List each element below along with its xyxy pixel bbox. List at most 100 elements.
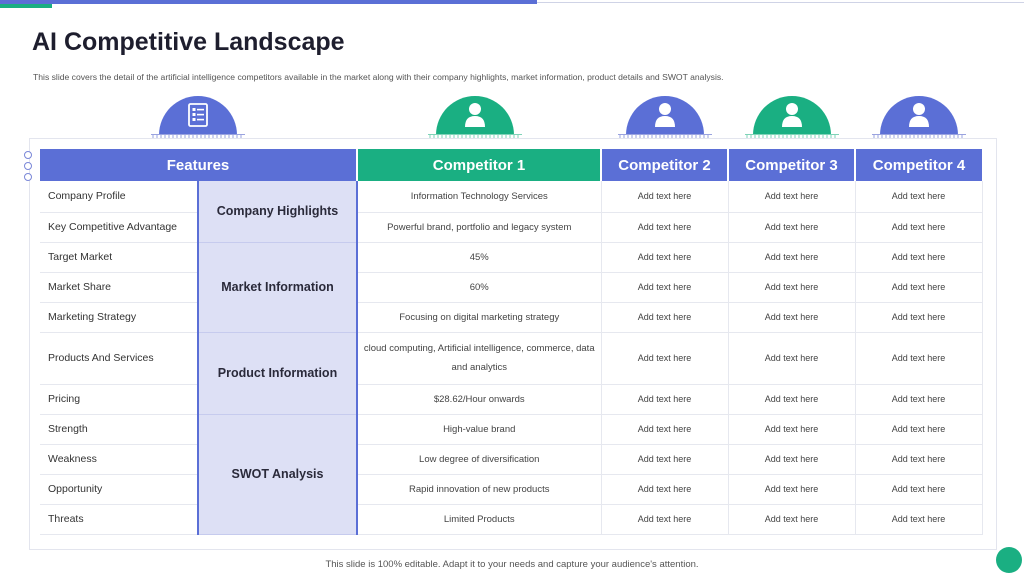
category-market-information: Market Information <box>197 242 358 333</box>
slide-footer-note: This slide is 100% editable. Adapt it to… <box>325 559 699 570</box>
top-accent-bar <box>0 0 537 4</box>
competitor-3-badge <box>753 96 831 135</box>
competitor-1-cell: cloud computing, Artificial intelligence… <box>357 332 602 385</box>
feature-label: Pricing <box>40 384 198 415</box>
competitor-1-cell: Information Technology Services <box>357 181 602 213</box>
user-icon <box>909 103 929 127</box>
competitor-1-cell: 45% <box>357 242 602 273</box>
competitor-2-cell: Add text here <box>601 384 729 415</box>
table-row: Market Share 60% Add text here Add text … <box>40 272 983 303</box>
competitor-4-cell: Add text here <box>855 302 983 333</box>
competitor-1-badge-ticks <box>428 134 522 140</box>
category-product-information: Product Information <box>197 332 358 415</box>
competitor-3-cell: Add text here <box>728 302 856 333</box>
corner-accent-dot <box>996 547 1022 573</box>
competitor-4-cell: Add text here <box>855 474 983 505</box>
table-row: Opportunity Rapid innovation of new prod… <box>40 474 983 505</box>
table-row: Company Profile Company Highlights Infor… <box>40 181 983 243</box>
competitor-3-cell: Add text here <box>728 474 856 505</box>
competitor-4-cell: Add text here <box>855 332 983 385</box>
competitor-4-cell: Add text here <box>855 272 983 303</box>
competitor-3-cell: Add text here <box>728 414 856 445</box>
table-row: Threats Limited Products Add text here A… <box>40 504 983 535</box>
competitor-4-cell: Add text here <box>855 444 983 475</box>
table-header-row: Features Competitor 1 Competitor 2 Compe… <box>40 149 982 181</box>
header-competitor-4: Competitor 4 <box>855 149 982 181</box>
feature-label: Threats <box>40 504 198 535</box>
checklist-icon <box>188 103 208 127</box>
competitor-1-cell: Focusing on digital marketing strategy <box>357 302 602 333</box>
competitor-2-cell: Add text here <box>601 242 729 273</box>
competitor-1-cell: Low degree of diversification <box>357 444 602 475</box>
features-badge <box>159 96 237 135</box>
category-swot-analysis: SWOT Analysis <box>197 414 358 535</box>
table-row: Strength SWOT Analysis High-value brand … <box>40 414 983 535</box>
competitor-4-cell: Add text here <box>855 414 983 445</box>
competitor-3-cell: Add text here <box>728 212 856 243</box>
competitor-4-cell: Add text here <box>855 384 983 415</box>
competitor-1-cell: High-value brand <box>357 414 602 445</box>
competitor-3-cell: Add text here <box>728 272 856 303</box>
table-row: Pricing $28.62/Hour onwards Add text her… <box>40 384 983 415</box>
competitor-4-cell: Add text here <box>855 504 983 535</box>
competitor-1-badge <box>436 96 514 135</box>
competitor-2-cell: Add text here <box>601 181 729 213</box>
competitor-2-cell: Add text here <box>601 272 729 303</box>
competitor-2-cell: Add text here <box>601 332 729 385</box>
table-row: Target Market Market Information 45% Add… <box>40 242 983 333</box>
table-row: Key Competitive Advantage Powerful brand… <box>40 212 983 243</box>
header-competitor-1: Competitor 1 <box>357 149 602 181</box>
feature-label: Marketing Strategy <box>40 302 198 333</box>
competitor-1-cell: Limited Products <box>357 504 602 535</box>
competitor-4-badge <box>880 96 958 135</box>
competitor-2-cell: Add text here <box>601 504 729 535</box>
competitor-2-cell: Add text here <box>601 414 729 445</box>
competitor-3-cell: Add text here <box>728 504 856 535</box>
competitor-2-cell: Add text here <box>601 474 729 505</box>
user-icon <box>465 103 485 127</box>
competitor-2-badge-ticks <box>618 134 712 140</box>
feature-label: Target Market <box>40 242 198 273</box>
feature-label: Strength <box>40 414 198 445</box>
user-icon <box>655 103 675 127</box>
slide-title: AI Competitive Landscape <box>32 28 345 56</box>
competitor-1-cell: 60% <box>357 272 602 303</box>
competitor-3-badge-ticks <box>745 134 839 140</box>
header-competitor-3: Competitor 3 <box>728 149 856 181</box>
feature-label: Market Share <box>40 272 198 303</box>
user-icon <box>782 103 802 127</box>
competitor-2-cell: Add text here <box>601 212 729 243</box>
competitor-3-cell: Add text here <box>728 444 856 475</box>
feature-label: Products And Services <box>40 332 198 385</box>
competitor-4-cell: Add text here <box>855 212 983 243</box>
table-row: Marketing Strategy Focusing on digital m… <box>40 302 983 333</box>
competitor-3-cell: Add text here <box>728 242 856 273</box>
table-row: Products And Services Product Informatio… <box>40 332 983 415</box>
competitor-1-cell: $28.62/Hour onwards <box>357 384 602 415</box>
competitor-2-cell: Add text here <box>601 302 729 333</box>
competitor-1-cell: Powerful brand, portfolio and legacy sys… <box>357 212 602 243</box>
competitor-2-badge <box>626 96 704 135</box>
feature-label: Company Profile <box>40 181 198 213</box>
header-competitor-2: Competitor 2 <box>601 149 729 181</box>
competitive-landscape-table: Features Competitor 1 Competitor 2 Compe… <box>40 149 983 535</box>
competitor-3-cell: Add text here <box>728 332 856 385</box>
competitor-1-cell: Rapid innovation of new products <box>357 474 602 505</box>
competitor-2-cell: Add text here <box>601 444 729 475</box>
feature-label: Key Competitive Advantage <box>40 212 198 243</box>
top-accent-stripe <box>0 4 52 8</box>
competitor-3-cell: Add text here <box>728 384 856 415</box>
competitor-4-cell: Add text here <box>855 181 983 213</box>
feature-label: Opportunity <box>40 474 198 505</box>
competitor-4-badge-ticks <box>872 134 966 140</box>
side-dots-decoration <box>24 151 32 184</box>
competitor-3-cell: Add text here <box>728 181 856 213</box>
table-row: Weakness Low degree of diversification A… <box>40 444 983 475</box>
feature-label: Weakness <box>40 444 198 475</box>
header-features: Features <box>40 149 358 181</box>
category-company-highlights: Company Highlights <box>197 181 358 243</box>
competitor-4-cell: Add text here <box>855 242 983 273</box>
slide-subtitle: This slide covers the detail of the arti… <box>33 72 724 82</box>
features-badge-ticks <box>151 134 245 140</box>
top-divider-line <box>537 2 1024 3</box>
